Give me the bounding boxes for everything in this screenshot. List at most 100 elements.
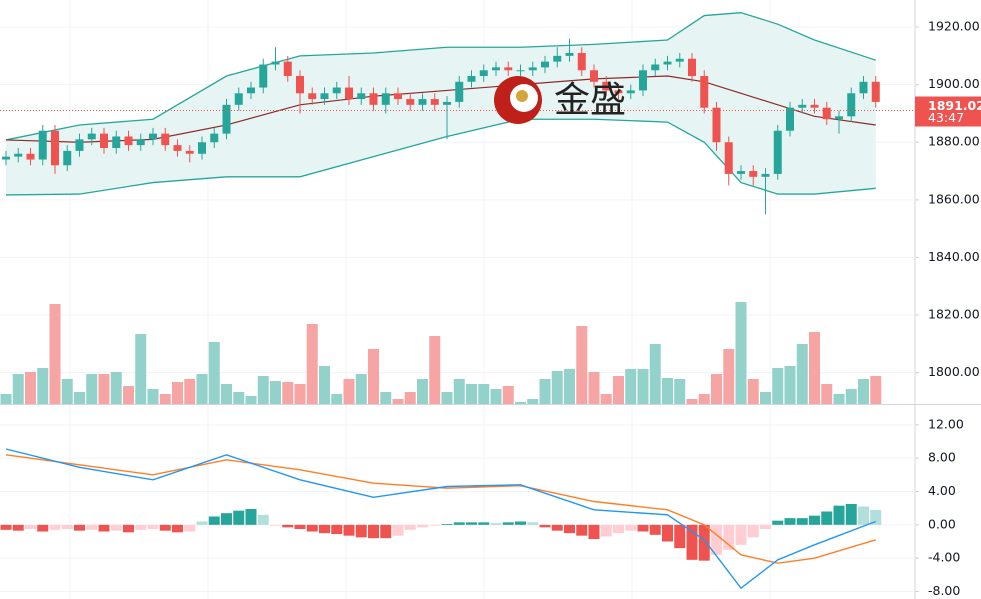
volume-bar bbox=[270, 381, 281, 404]
candle-body bbox=[553, 55, 562, 62]
histogram-bar bbox=[12, 524, 24, 531]
histogram-bar bbox=[539, 524, 551, 528]
histogram-bar bbox=[772, 520, 784, 525]
volume-bar bbox=[858, 379, 869, 404]
volume-bar bbox=[723, 349, 735, 404]
histogram-bar bbox=[588, 524, 600, 539]
candle-body bbox=[2, 156, 10, 160]
histogram-bar bbox=[306, 524, 318, 532]
volume-bar bbox=[233, 392, 245, 404]
histogram-bar bbox=[368, 524, 379, 539]
candle-body bbox=[124, 136, 133, 146]
histogram-bar bbox=[564, 524, 575, 534]
histogram-bar bbox=[123, 524, 134, 533]
volume-bar bbox=[123, 386, 134, 404]
volume-bar bbox=[221, 384, 232, 404]
histogram-bar bbox=[25, 524, 36, 529]
candle-body bbox=[63, 150, 72, 166]
y-tick-label: 1820.00 bbox=[928, 307, 980, 322]
histogram-bar bbox=[600, 524, 612, 537]
candle-body bbox=[357, 93, 366, 100]
candle-body bbox=[467, 76, 476, 82]
volume-bar bbox=[760, 392, 771, 404]
volume-bar bbox=[368, 349, 379, 404]
volume-bar bbox=[417, 379, 428, 404]
volume-bar bbox=[37, 368, 49, 404]
candle-body bbox=[455, 81, 464, 102]
volume-bar bbox=[502, 386, 514, 404]
candle-body bbox=[418, 99, 427, 105]
candle-body bbox=[737, 171, 745, 174]
volume-bar bbox=[404, 392, 416, 404]
histogram-bar bbox=[466, 522, 477, 525]
candle-body bbox=[185, 150, 194, 154]
y-tick-label: 1840.00 bbox=[928, 249, 980, 264]
volume-bar bbox=[61, 379, 73, 404]
candle-body bbox=[773, 130, 782, 174]
volume-bar bbox=[539, 379, 551, 404]
volume-bar bbox=[306, 324, 318, 404]
volume-bar bbox=[527, 399, 539, 404]
histogram-bar bbox=[135, 524, 147, 530]
band-fill bbox=[6, 12, 876, 195]
candle-body bbox=[173, 145, 182, 151]
volume-bar bbox=[86, 374, 98, 404]
candle-body bbox=[822, 107, 831, 120]
candle-body bbox=[345, 87, 353, 100]
volume-bar bbox=[319, 366, 330, 404]
histogram-bar bbox=[735, 524, 747, 545]
candle-body bbox=[38, 130, 47, 160]
y-tick-label: -8.00 bbox=[928, 583, 960, 598]
histogram-bar bbox=[184, 524, 196, 532]
histogram-bar bbox=[86, 524, 98, 530]
y-tick-label: 1900.00 bbox=[928, 76, 980, 91]
candle-body bbox=[198, 142, 206, 154]
histogram-bar bbox=[637, 524, 649, 532]
volume-bar bbox=[809, 332, 820, 404]
volume-bar bbox=[625, 369, 637, 404]
y-tick-label: 1880.00 bbox=[928, 134, 980, 149]
candle-body bbox=[602, 81, 611, 91]
volume-bar bbox=[674, 379, 686, 404]
volume-bar bbox=[576, 326, 588, 404]
volume-bar bbox=[135, 334, 147, 404]
histogram-bar bbox=[49, 524, 61, 530]
candle-body bbox=[651, 64, 660, 71]
volume-bar bbox=[257, 376, 269, 404]
histogram-bar bbox=[649, 524, 661, 535]
histogram-bar bbox=[0, 524, 12, 530]
volume-bar bbox=[772, 368, 784, 404]
histogram-bar bbox=[613, 524, 624, 534]
histogram-bar bbox=[404, 524, 416, 530]
histogram-bar bbox=[282, 524, 294, 528]
candle-body bbox=[835, 116, 843, 120]
volume-bar bbox=[98, 374, 110, 404]
watermark-text: 金盛 bbox=[554, 80, 626, 121]
histogram-bar bbox=[37, 524, 49, 532]
volume-bar bbox=[613, 376, 624, 404]
volume-bar bbox=[25, 372, 36, 404]
histogram-bar bbox=[355, 524, 367, 538]
volume-bar bbox=[392, 399, 404, 404]
volume-bar bbox=[466, 384, 477, 404]
volume-bar bbox=[747, 379, 759, 404]
volume-bar bbox=[355, 374, 367, 404]
candle-body bbox=[136, 139, 145, 146]
histogram-bar bbox=[711, 524, 722, 555]
histogram-bar bbox=[796, 518, 808, 525]
volume-bar bbox=[49, 304, 61, 404]
histogram-bar bbox=[490, 523, 502, 525]
volume-bar bbox=[159, 394, 171, 404]
candle-body bbox=[577, 52, 586, 71]
histogram-bar bbox=[110, 524, 122, 531]
candle-body bbox=[516, 70, 525, 72]
histogram-bar bbox=[343, 524, 355, 536]
candle-body bbox=[847, 93, 856, 117]
volume-bar bbox=[12, 374, 24, 404]
candle-body bbox=[308, 93, 317, 100]
countdown-label: 43:47 bbox=[928, 110, 964, 125]
histogram-bar bbox=[723, 524, 735, 550]
histogram-bar bbox=[784, 518, 796, 525]
histogram-bar bbox=[760, 524, 771, 529]
histogram-bar bbox=[821, 511, 833, 525]
